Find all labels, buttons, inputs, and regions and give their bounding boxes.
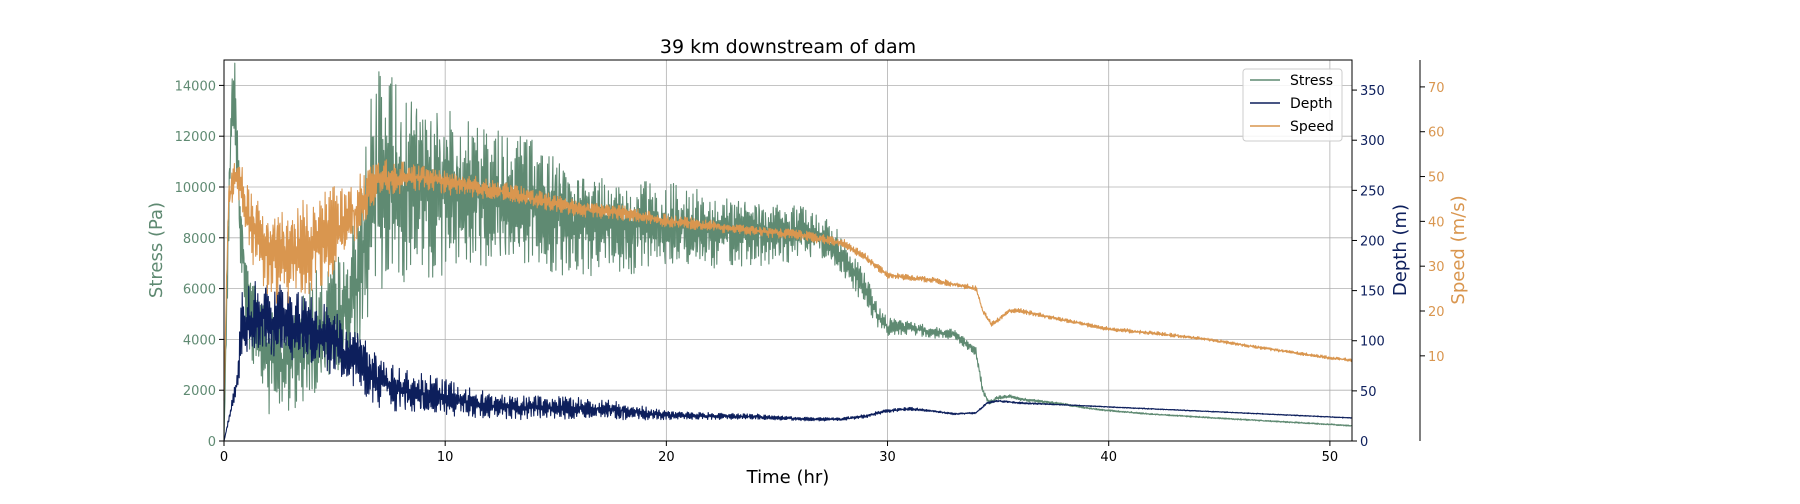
stress-tick-label-4: 8000 — [183, 232, 216, 247]
x-axis-label: Time (hr) — [746, 467, 830, 488]
speed-tick-label-0: 10 — [1428, 350, 1445, 365]
depth-axis-label: Depth (m) — [1390, 204, 1411, 296]
legend-box — [1242, 68, 1343, 142]
stress-tick-label-3: 6000 — [183, 283, 216, 298]
legend: Stress Depth Speed — [1242, 68, 1343, 142]
speed-axis-label: Speed (m/s) — [1448, 195, 1469, 304]
legend-label-speed: Speed — [1290, 119, 1334, 135]
x-tick-label-2: 20 — [658, 450, 675, 465]
series-line-speed — [223, 159, 1353, 401]
series-line-depth — [223, 281, 1353, 442]
legend-label-depth: Depth — [1290, 96, 1333, 112]
speed-tick-label-1: 20 — [1428, 305, 1445, 320]
depth-tick-label-5: 250 — [1360, 184, 1385, 199]
stress-tick-label-0: 0 — [208, 435, 216, 450]
speed-tick-label-3: 40 — [1428, 215, 1445, 230]
x-tick-label-4: 40 — [1100, 450, 1117, 465]
plot-frame — [223, 59, 1353, 442]
depth-tick-label-7: 350 — [1360, 84, 1385, 99]
legend-label-stress: Stress — [1290, 73, 1333, 89]
depth-tick-label-0: 0 — [1360, 435, 1368, 450]
ticks-layer: 0 10 20 30 40 5002000400060008000100001200014… — [175, 79, 1445, 465]
series-layer — [223, 62, 1353, 442]
x-tick-label-3: 30 — [879, 450, 896, 465]
x-tick-label-1: 10 — [437, 450, 454, 465]
stress-tick-label-1: 2000 — [183, 384, 216, 399]
chart-title: 39 km downstream of dam — [660, 36, 916, 58]
stress-tick-label-2: 4000 — [183, 333, 216, 348]
x-tick-label-0: 0 — [220, 450, 228, 465]
stress-tick-label-7: 14000 — [175, 79, 216, 94]
stress-axis-label: Stress (Pa) — [146, 202, 167, 298]
depth-tick-label-4: 200 — [1360, 234, 1385, 249]
speed-tick-label-4: 50 — [1428, 171, 1445, 186]
speed-tick-label-6: 70 — [1428, 81, 1445, 96]
speed-tick-label-2: 30 — [1428, 260, 1445, 275]
speed-tick-label-5: 60 — [1428, 126, 1445, 141]
stress-tick-label-5: 10000 — [175, 181, 216, 196]
depth-tick-label-1: 50 — [1360, 385, 1377, 400]
depth-tick-label-6: 300 — [1360, 134, 1385, 149]
stress-tick-label-6: 12000 — [175, 130, 216, 145]
depth-tick-label-2: 100 — [1360, 335, 1385, 350]
x-tick-label-5: 50 — [1322, 450, 1339, 465]
depth-tick-label-3: 150 — [1360, 285, 1385, 300]
